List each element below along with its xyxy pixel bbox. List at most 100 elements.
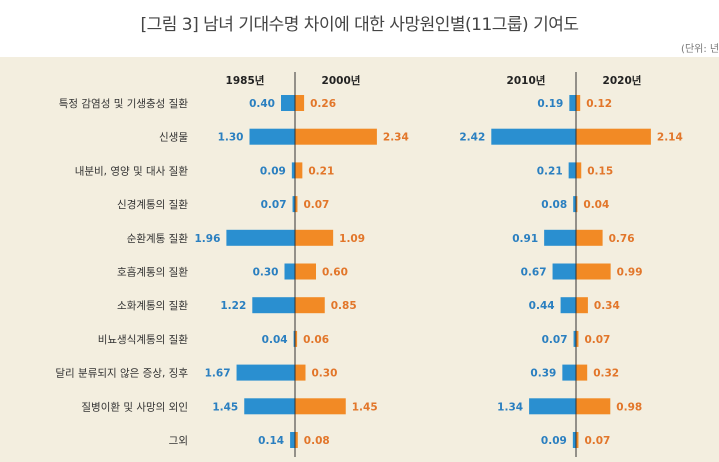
bar-left	[249, 128, 295, 145]
value-label-left: 0.19	[537, 98, 563, 110]
value-label-right: 0.99	[617, 267, 643, 279]
bar-right	[295, 297, 325, 314]
bar-left	[290, 432, 295, 448]
value-label-left: 1.34	[497, 401, 523, 413]
bar-left	[573, 196, 576, 213]
bar-right	[576, 330, 579, 347]
category-label: 내분비, 영양 및 대사 질환	[75, 165, 189, 177]
value-label-right: 2.14	[657, 132, 683, 144]
bar-left	[292, 196, 295, 213]
series-label-right: 2020년	[603, 74, 642, 87]
bar-left	[291, 162, 295, 179]
value-label-right: 0.21	[308, 165, 334, 177]
bar-left	[572, 432, 576, 448]
value-label-left: 0.44	[529, 300, 555, 312]
value-label-left: 0.21	[537, 165, 563, 177]
value-label-right: 0.26	[310, 98, 336, 110]
bar-left	[281, 95, 295, 111]
bar-left	[573, 330, 576, 347]
bar-right	[576, 263, 611, 280]
bar-right	[295, 162, 303, 179]
bar-right	[295, 128, 377, 145]
bar-right	[576, 398, 611, 415]
bar-right	[295, 263, 316, 280]
chart-title: [그림 3] 남녀 기대수명 차이에 대한 사망원인별(11그룹) 기여도	[140, 15, 579, 35]
bar-right	[576, 229, 603, 246]
value-label-left: 0.08	[541, 199, 567, 211]
category-label: 순환계통 질환	[127, 233, 189, 245]
bar-left	[560, 297, 576, 314]
bar-right	[576, 432, 579, 448]
value-label-left: 0.09	[260, 165, 286, 177]
bar-left	[293, 330, 295, 347]
value-label-right: 0.07	[584, 435, 610, 447]
category-label: 특정 감염성 및 기생충성 질환	[59, 98, 189, 110]
category-label: 달리 분류되지 않은 증상, 징후	[55, 368, 188, 380]
bar-right	[295, 196, 298, 213]
series-label-left: 1985년	[226, 74, 265, 87]
bar-left	[284, 263, 295, 280]
series-label-left: 2010년	[507, 74, 546, 87]
value-label-left: 1.22	[220, 300, 246, 312]
bar-right	[576, 364, 588, 381]
value-label-right: 0.76	[609, 233, 635, 245]
value-label-left: 0.39	[530, 368, 556, 380]
category-label: 신생물	[159, 132, 188, 144]
bar-right	[576, 128, 651, 145]
bar-left	[568, 162, 576, 179]
value-label-right: 0.07	[303, 199, 329, 211]
bar-left	[226, 229, 295, 246]
value-label-left: 0.04	[262, 334, 288, 346]
value-label-right: 0.04	[583, 199, 609, 211]
bar-left	[244, 398, 295, 415]
value-label-left: 0.07	[261, 199, 287, 211]
value-label-right: 0.12	[586, 98, 612, 110]
bar-right	[295, 95, 305, 111]
value-label-left: 0.30	[253, 267, 279, 279]
value-label-left: 1.45	[212, 401, 238, 413]
value-label-right: 0.15	[587, 165, 613, 177]
bar-right	[295, 330, 298, 347]
category-label: 질병이환 및 사망의 외인	[81, 401, 188, 413]
value-label-right: 0.60	[322, 267, 348, 279]
bar-left	[236, 364, 295, 381]
value-label-right: 0.30	[312, 368, 338, 380]
category-label: 호흡계통의 질환	[117, 266, 188, 279]
bar-right	[576, 95, 581, 111]
bar-left	[569, 95, 576, 111]
value-label-right: 0.08	[304, 435, 330, 447]
value-label-left: 0.67	[521, 267, 547, 279]
value-label-left: 0.14	[258, 435, 284, 447]
category-label: 소화계통의 질환	[117, 300, 188, 312]
bar-right	[576, 162, 582, 179]
bar-right	[295, 229, 334, 246]
value-label-right: 1.45	[352, 401, 378, 413]
value-label-left: 2.42	[459, 132, 485, 144]
value-label-right: 2.34	[383, 132, 409, 144]
series-label-right: 2000년	[322, 74, 361, 87]
value-label-left: 0.07	[542, 334, 568, 346]
bar-right	[295, 364, 306, 381]
value-label-left: 1.67	[205, 368, 231, 380]
value-label-right: 0.32	[593, 368, 619, 380]
value-label-right: 0.98	[616, 401, 642, 413]
value-label-left: 0.40	[249, 98, 275, 110]
value-label-right: 0.07	[584, 334, 610, 346]
bar-left	[491, 128, 576, 145]
value-label-right: 0.85	[331, 300, 357, 312]
category-label: 신경계통의 질환	[117, 198, 188, 211]
value-label-left: 0.91	[512, 233, 538, 245]
bar-left	[252, 297, 295, 314]
value-label-right: 0.34	[594, 300, 620, 312]
value-label-left: 1.30	[218, 132, 244, 144]
value-label-right: 1.09	[339, 233, 365, 245]
category-label: 그외	[169, 435, 188, 447]
category-label: 비뇨생식계통의 질환	[98, 334, 189, 346]
bar-right	[576, 196, 578, 213]
unit-label: (단위: 년)	[681, 44, 719, 55]
bar-left	[544, 229, 576, 246]
bar-left	[562, 364, 576, 381]
value-label-left: 0.09	[541, 435, 567, 447]
value-label-left: 1.96	[194, 233, 220, 245]
